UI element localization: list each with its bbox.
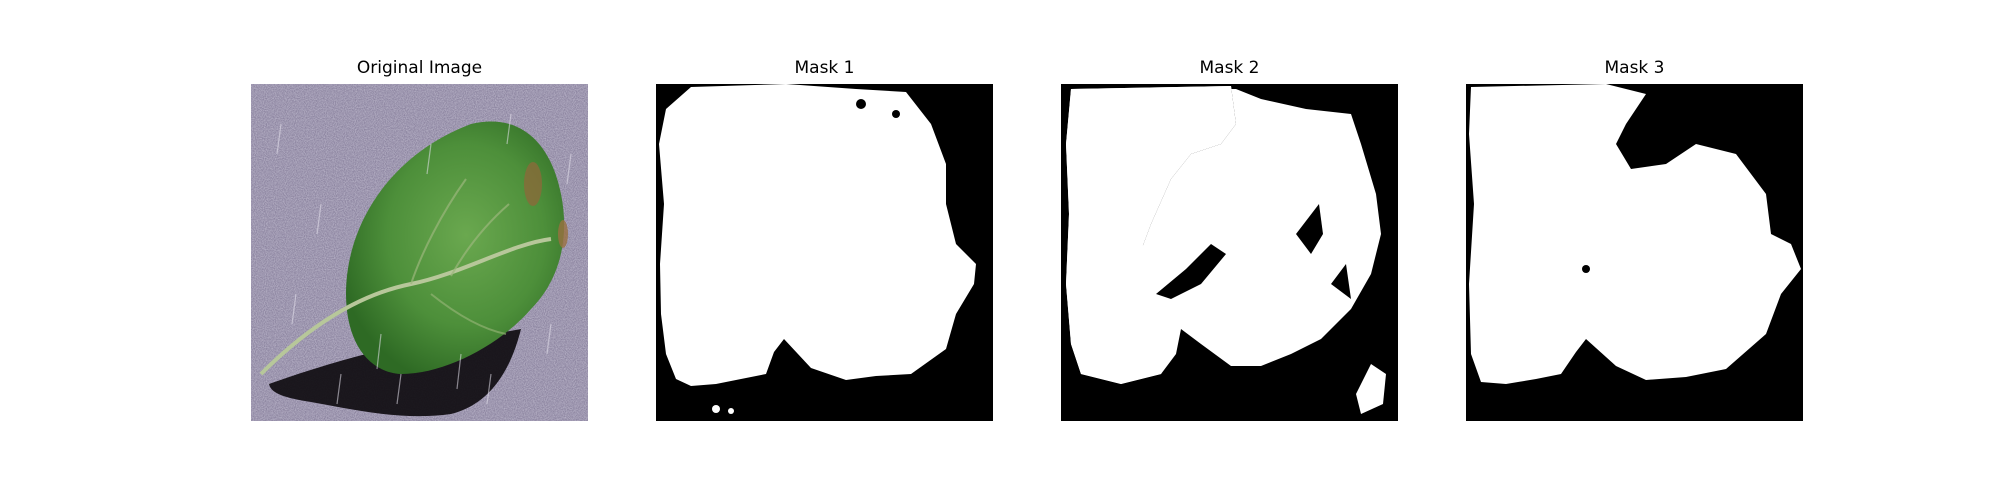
mask-3-image bbox=[1466, 84, 1803, 421]
mask-1-panel: Mask 1 bbox=[656, 58, 993, 421]
mask-3-panel: Mask 3 bbox=[1466, 58, 1803, 421]
mask-1-image bbox=[656, 84, 993, 421]
original-image bbox=[251, 84, 588, 421]
original-image-title: Original Image bbox=[356, 58, 483, 78]
original-image-panel: Original Image bbox=[251, 58, 588, 421]
mask-2-panel: Mask 2 bbox=[1061, 58, 1398, 421]
mask-3-title: Mask 3 bbox=[1604, 58, 1665, 78]
mask-1-title: Mask 1 bbox=[794, 58, 855, 78]
mask-2-image bbox=[1061, 84, 1398, 421]
mask-2-title: Mask 2 bbox=[1199, 58, 1260, 78]
